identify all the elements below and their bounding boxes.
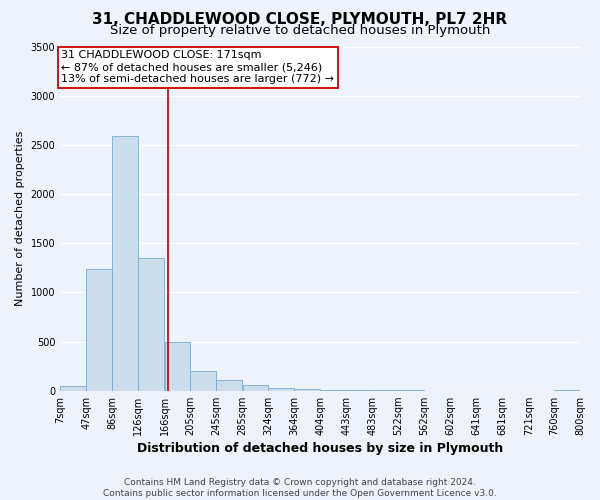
Text: 31, CHADDLEWOOD CLOSE, PLYMOUTH, PL7 2HR: 31, CHADDLEWOOD CLOSE, PLYMOUTH, PL7 2HR bbox=[92, 12, 508, 28]
Bar bbox=[295, 389, 320, 390]
Bar bbox=[242, 386, 268, 390]
Y-axis label: Number of detached properties: Number of detached properties bbox=[15, 131, 25, 306]
X-axis label: Distribution of detached houses by size in Plymouth: Distribution of detached houses by size … bbox=[137, 442, 503, 455]
Bar bbox=[60, 386, 86, 390]
Bar bbox=[86, 269, 112, 390]
Text: Contains HM Land Registry data © Crown copyright and database right 2024.
Contai: Contains HM Land Registry data © Crown c… bbox=[103, 478, 497, 498]
Bar bbox=[112, 136, 137, 390]
Bar bbox=[190, 371, 216, 390]
Bar bbox=[217, 380, 242, 390]
Text: Size of property relative to detached houses in Plymouth: Size of property relative to detached ho… bbox=[110, 24, 490, 37]
Text: 31 CHADDLEWOOD CLOSE: 171sqm
← 87% of detached houses are smaller (5,246)
13% of: 31 CHADDLEWOOD CLOSE: 171sqm ← 87% of de… bbox=[61, 50, 334, 84]
Bar bbox=[268, 388, 294, 390]
Bar bbox=[164, 342, 190, 390]
Bar bbox=[138, 258, 164, 390]
